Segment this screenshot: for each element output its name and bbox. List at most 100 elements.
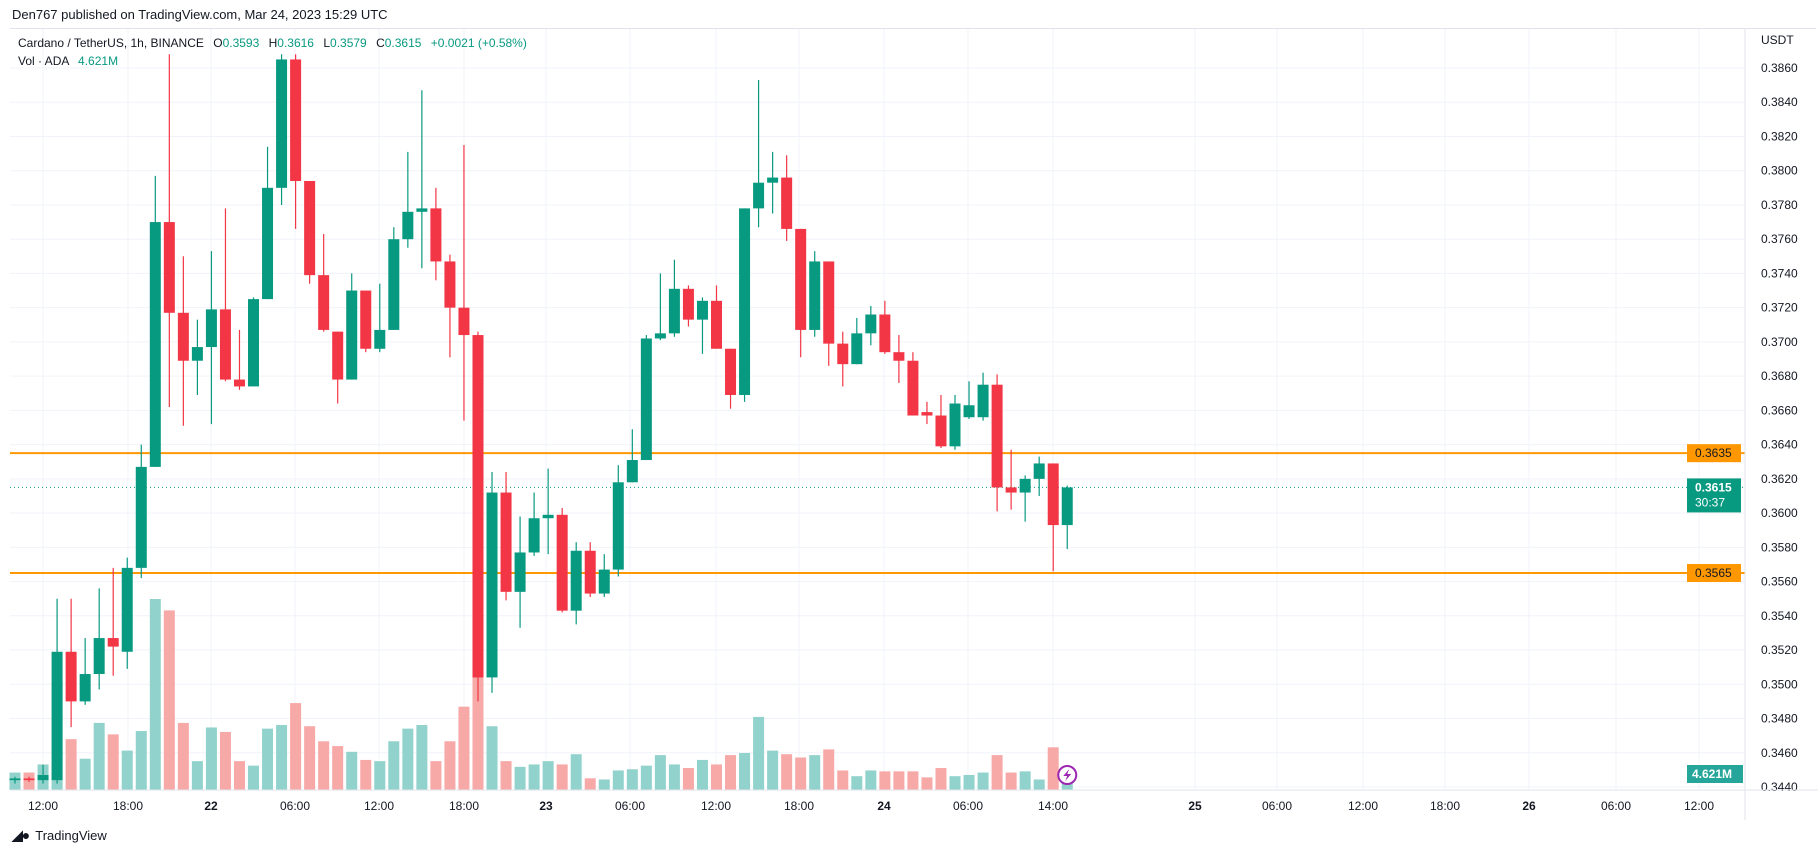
candle-up — [598, 569, 610, 594]
level-price-badge — [1687, 444, 1741, 463]
candle-up — [949, 403, 961, 447]
price-tick-label: 0.3800 — [1761, 164, 1798, 178]
price-tick-label: 0.3760 — [1761, 232, 1798, 246]
volume-bar — [402, 728, 414, 790]
grid-lines — [10, 29, 1745, 790]
volume-bar — [949, 776, 961, 790]
legend-volume-row: Vol · ADA 4.621M — [18, 52, 527, 70]
volume-bar — [809, 755, 821, 790]
volume-bar — [977, 772, 989, 790]
price-tick-label: 0.3860 — [1761, 61, 1798, 75]
candle-down — [304, 180, 316, 276]
volume-bar — [135, 731, 147, 790]
candle-up — [1019, 478, 1031, 493]
symbol-name[interactable]: Cardano / TetherUS, 1h, BINANCE — [18, 36, 204, 50]
volume-bar — [248, 765, 260, 790]
candle-down — [65, 651, 77, 702]
candle-down — [837, 343, 849, 365]
candle-up — [416, 208, 428, 212]
volume-bar — [823, 749, 835, 790]
volume-bar — [668, 764, 680, 790]
volume-bar — [177, 722, 189, 790]
time-tick-label: 23 — [539, 799, 553, 813]
time-tick-label: 12:00 — [28, 799, 58, 813]
high-value: 0.3616 — [277, 36, 314, 50]
candle-up — [346, 290, 358, 380]
volume-bar — [837, 770, 849, 790]
price-tick-label: 0.3480 — [1761, 712, 1798, 726]
candle-up — [528, 518, 540, 553]
candle-down — [290, 59, 302, 181]
volume-bar — [907, 771, 919, 790]
bar-countdown-label: 30:37 — [1695, 495, 1725, 509]
price-tick-label: 0.3620 — [1761, 472, 1798, 486]
volume-bar — [626, 769, 638, 790]
volume-bar — [598, 779, 610, 790]
open-value: 0.3593 — [222, 36, 260, 50]
close-label: C — [376, 36, 385, 50]
volume-label[interactable]: Vol · ADA — [18, 54, 69, 68]
volume-bar — [304, 726, 316, 790]
price-tick-label: 0.3740 — [1761, 266, 1798, 280]
candle-up — [570, 550, 582, 611]
publish-info: Den767 published on TradingView.com, Mar… — [12, 7, 388, 22]
candle-up — [276, 59, 288, 188]
volume-bar — [290, 703, 302, 790]
time-tick-label: 12:00 — [1348, 799, 1378, 813]
candle-up — [963, 405, 975, 418]
price-tick-label: 0.3600 — [1761, 506, 1798, 520]
candle-down — [711, 300, 722, 349]
time-tick-label: 14:00 — [1038, 799, 1068, 813]
price-tick-label: 0.3640 — [1761, 438, 1798, 452]
price-tick-label: 0.3720 — [1761, 301, 1798, 315]
volume-bar — [963, 774, 975, 790]
volume-bar — [233, 761, 245, 790]
price-tick-label: 0.3840 — [1761, 95, 1798, 109]
volume-bar — [1019, 771, 1031, 790]
candle-up — [9, 778, 21, 781]
candle-up — [79, 674, 91, 702]
candle-up — [739, 208, 751, 395]
volume-bar — [921, 777, 933, 790]
candle-down — [219, 309, 231, 380]
candle-down — [444, 261, 456, 308]
candle-up — [654, 333, 666, 339]
volume-bar — [1033, 779, 1045, 790]
volume-bar — [696, 759, 708, 790]
candle-down — [823, 261, 835, 344]
candle-up — [402, 211, 414, 240]
time-tick-label: 26 — [1522, 799, 1536, 813]
candle-down — [584, 550, 596, 594]
candle-down — [682, 288, 694, 320]
legend-symbol-row: Cardano / TetherUS, 1h, BINANCE O0.3593 … — [18, 34, 527, 52]
time-tick-label: 06:00 — [1601, 799, 1631, 813]
volume-bar — [781, 754, 793, 790]
volume-bar — [767, 750, 779, 790]
price-tick-label: 0.3500 — [1761, 677, 1798, 691]
candle-up — [626, 460, 638, 483]
volume-bar — [107, 734, 119, 790]
candle-up — [388, 239, 400, 330]
time-tick-label: 24 — [877, 799, 891, 813]
tradingview-logo-icon: ◢● — [12, 827, 30, 843]
volume-bar — [65, 739, 77, 790]
volume-bar — [865, 770, 877, 790]
candle-up — [149, 222, 161, 467]
volume-bar — [121, 750, 133, 790]
candle-down — [107, 638, 119, 647]
candle-down — [23, 778, 35, 781]
candle-down — [177, 312, 189, 361]
volume-bar — [584, 778, 596, 790]
candle-up — [767, 177, 779, 183]
volume-bar — [219, 731, 231, 790]
volume-bar — [346, 751, 358, 790]
time-tick-label: 06:00 — [953, 799, 983, 813]
chart-frame — [10, 28, 1816, 821]
volume-bar — [163, 610, 175, 790]
candle-down — [556, 514, 568, 611]
currency-label: USDT — [1761, 33, 1794, 47]
change-value: +0.0021 (+0.58%) — [430, 36, 527, 50]
candle-down — [318, 275, 330, 330]
price-tick-label: 0.3820 — [1761, 129, 1798, 143]
